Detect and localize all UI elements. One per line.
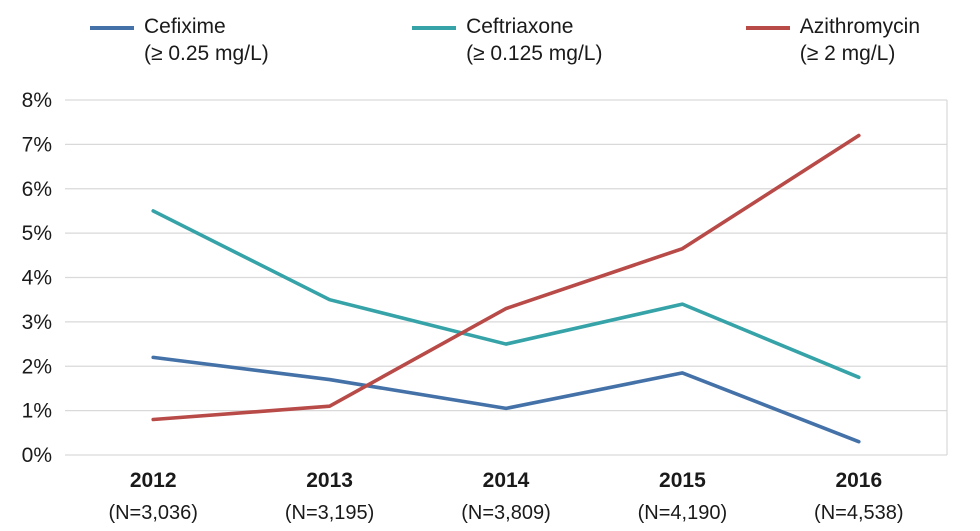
legend-series-threshold: (≥ 2 mg/L)	[799, 41, 896, 65]
chart-legend: Cefixime (≥ 0.25 mg/L) Ceftriaxone (≥ 0.125…	[90, 14, 920, 68]
y-axis-tick-label: 7%	[22, 133, 52, 156]
legend-series-name: Cefixime	[144, 15, 226, 38]
y-axis-tick-label: 2%	[22, 355, 52, 378]
series-line-azithromycin[interactable]	[151, 133, 861, 422]
x-axis-sample-size-label: (N=3,195)	[285, 502, 375, 524]
series-line-cefixime[interactable]	[151, 355, 861, 444]
x-axis-sample-size-label: (N=4,190)	[638, 502, 728, 524]
y-axis-tick-label: 5%	[22, 222, 52, 245]
legend-series-threshold: (≥ 0.25 mg/L)	[144, 41, 269, 65]
x-axis-year-label: 2015	[659, 469, 706, 492]
y-axis-tick-label: 0%	[22, 444, 52, 467]
series-line-ceftriaxone[interactable]	[151, 209, 861, 380]
legend-line-swatch	[412, 26, 457, 30]
legend-label: Azithromycin (≥ 2 mg/L)	[800, 14, 920, 68]
legend-series-name: Ceftriaxone	[466, 15, 574, 38]
legend-line-swatch	[745, 26, 790, 30]
x-axis-sample-size-label: (N=3,036)	[108, 502, 198, 524]
legend-series-threshold: (≥ 0.125 mg/L)	[466, 41, 603, 65]
y-axis-tick-label: 1%	[22, 400, 52, 423]
legend-label: Ceftriaxone (≥ 0.125 mg/L)	[466, 14, 602, 68]
legend-line-swatch	[90, 26, 134, 30]
x-axis-sample-size-label: (N=4,538)	[814, 502, 904, 524]
legend-item-cefixime[interactable]: Cefixime (≥ 0.25 mg/L)	[90, 14, 269, 68]
y-axis-tick-label: 4%	[22, 267, 52, 290]
legend-item-azithromycin[interactable]: Azithromycin (≥ 2 mg/L)	[745, 14, 920, 68]
y-axis-tick-label: 8%	[22, 89, 52, 112]
legend-series-name: Azithromycin	[799, 15, 920, 38]
legend-item-ceftriaxone[interactable]: Ceftriaxone (≥ 0.125 mg/L)	[412, 14, 602, 68]
legend-label: Cefixime (≥ 0.25 mg/L)	[144, 14, 269, 68]
x-axis-year-label: 2013	[306, 469, 353, 492]
x-axis-year-label: 2012	[130, 469, 177, 492]
x-axis-year-label: 2016	[835, 469, 882, 492]
y-axis-tick-label: 6%	[22, 178, 52, 201]
x-axis-year-label: 2014	[483, 469, 530, 492]
x-axis-sample-size-label: (N=3,809)	[461, 502, 551, 524]
y-axis-tick-label: 3%	[22, 311, 52, 334]
